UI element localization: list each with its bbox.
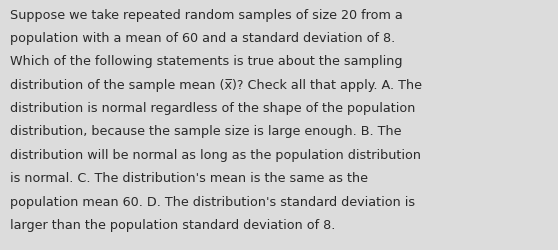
Text: Which of the following statements is true about the sampling: Which of the following statements is tru… (10, 55, 402, 68)
Text: is normal. C. The distribution's mean is the same as the: is normal. C. The distribution's mean is… (10, 172, 368, 184)
Text: distribution will be normal as long as the population distribution: distribution will be normal as long as t… (10, 148, 421, 161)
Text: population mean 60. D. The distribution's standard deviation is: population mean 60. D. The distribution'… (10, 195, 415, 208)
Text: distribution, because the sample size is large enough. B. The: distribution, because the sample size is… (10, 125, 402, 138)
Text: distribution of the sample mean (x̅)? Check all that apply. A. The: distribution of the sample mean (x̅)? Ch… (10, 78, 422, 92)
Text: population with a mean of 60 and a standard deviation of 8.: population with a mean of 60 and a stand… (10, 32, 395, 45)
Text: distribution is normal regardless of the shape of the population: distribution is normal regardless of the… (10, 102, 415, 115)
Text: larger than the population standard deviation of 8.: larger than the population standard devi… (10, 218, 335, 231)
Text: Suppose we take repeated random samples of size 20 from a: Suppose we take repeated random samples … (10, 9, 403, 22)
